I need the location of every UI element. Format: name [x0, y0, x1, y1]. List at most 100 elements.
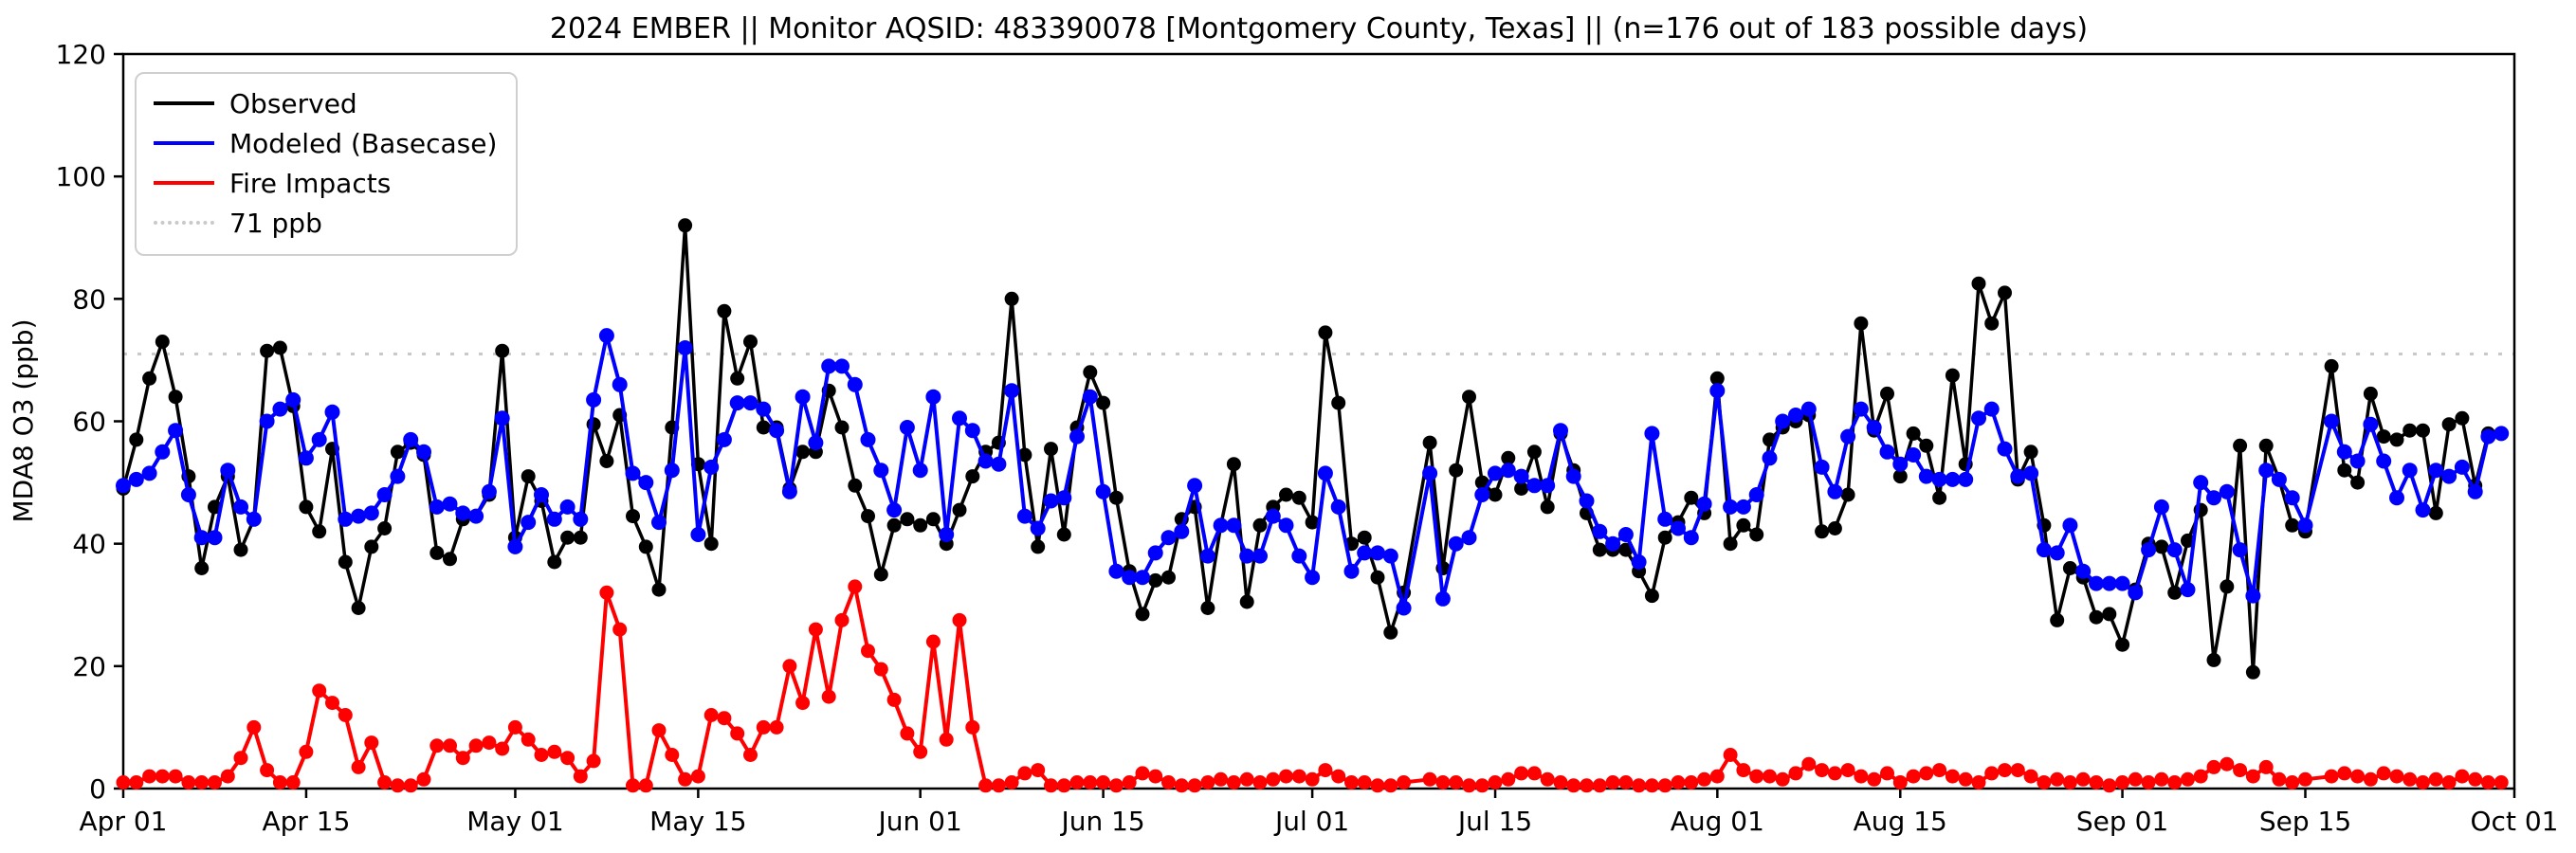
- legend-box: Observed Modeled (Basecase) Fire Impacts 71…: [135, 72, 518, 256]
- data-point: [939, 527, 955, 542]
- data-point: [1382, 548, 1398, 564]
- data-point: [416, 771, 431, 787]
- data-point: [2023, 445, 2038, 460]
- data-point: [2180, 582, 2196, 598]
- data-point: [1644, 589, 1659, 604]
- data-point: [560, 530, 575, 545]
- data-point: [1213, 517, 1229, 534]
- data-point: [442, 496, 458, 512]
- data-point: [2363, 771, 2378, 787]
- data-point: [495, 343, 510, 358]
- series-markers-observed: [116, 218, 2509, 680]
- data-point: [1998, 763, 2012, 778]
- data-point: [1004, 291, 1019, 306]
- data-point: [1148, 572, 1163, 588]
- data-point: [1709, 383, 1726, 399]
- data-point: [1279, 487, 1293, 502]
- data-point: [495, 741, 510, 756]
- data-point: [2336, 444, 2352, 460]
- data-point: [2245, 588, 2261, 604]
- data-point: [651, 515, 667, 531]
- data-point: [1449, 775, 1464, 789]
- data-point: [1945, 471, 1961, 487]
- data-point: [2167, 775, 2183, 789]
- data-point: [2441, 417, 2457, 432]
- data-point: [743, 748, 758, 762]
- data-point: [1644, 778, 1659, 793]
- data-point: [2206, 490, 2221, 506]
- series-line-observed: [121, 224, 2502, 675]
- data-point: [2128, 585, 2144, 601]
- series-markers-fire-impacts: [116, 579, 2509, 793]
- data-point: [573, 530, 588, 545]
- data-point: [2206, 759, 2221, 774]
- data-point: [1553, 423, 1568, 439]
- data-point: [1827, 766, 1842, 781]
- data-point: [1906, 426, 1921, 441]
- data-point: [1148, 769, 1163, 784]
- x-tick-label: Jul 15: [1456, 806, 1532, 837]
- data-point: [1657, 511, 1673, 527]
- data-point: [2363, 386, 2378, 401]
- data-point: [1762, 450, 1778, 466]
- data-point: [2181, 771, 2195, 787]
- data-point: [1004, 775, 1019, 789]
- data-point: [1671, 775, 1686, 789]
- data-point: [690, 769, 705, 784]
- y-tick-label: 120: [56, 39, 106, 70]
- data-point: [729, 395, 745, 411]
- data-point: [2023, 465, 2039, 481]
- data-point: [2258, 759, 2274, 774]
- data-point: [2402, 423, 2418, 438]
- data-point: [638, 539, 653, 554]
- data-point: [965, 469, 980, 484]
- data-point: [1357, 545, 1373, 561]
- data-point: [1526, 478, 1543, 494]
- y-tick-label: 0: [89, 773, 106, 805]
- data-point: [834, 420, 850, 435]
- data-point: [1331, 769, 1346, 784]
- data-point: [1892, 775, 1908, 789]
- data-point: [220, 463, 236, 479]
- data-point: [1775, 413, 1791, 429]
- data-point: [1252, 775, 1268, 789]
- data-point: [1357, 530, 1372, 545]
- data-point: [1540, 499, 1555, 515]
- data-point: [390, 445, 405, 460]
- data-point: [1840, 763, 1855, 778]
- data-point: [1200, 601, 1215, 615]
- data-point: [626, 509, 640, 524]
- data-point: [1305, 771, 1320, 787]
- data-point: [1043, 493, 1059, 509]
- data-point: [364, 539, 379, 554]
- data-point: [1331, 395, 1346, 410]
- data-point: [1488, 465, 1503, 481]
- data-point: [1892, 456, 1909, 472]
- data-point: [925, 389, 941, 405]
- data-point: [390, 468, 406, 484]
- data-point: [1984, 766, 2000, 781]
- data-point: [2494, 775, 2509, 789]
- data-point: [181, 775, 196, 789]
- data-point: [312, 524, 327, 539]
- data-point: [1906, 447, 1922, 463]
- data-point: [1631, 554, 1647, 570]
- data-point: [1449, 463, 1464, 478]
- data-point: [2245, 769, 2260, 784]
- data-point: [1434, 590, 1451, 607]
- data-point: [194, 561, 210, 575]
- data-point: [1291, 769, 1306, 784]
- data-point: [1815, 524, 1830, 539]
- data-point: [155, 335, 170, 349]
- data-point: [861, 509, 875, 524]
- data-point: [155, 769, 170, 784]
- data-point: [2128, 771, 2143, 787]
- data-point: [873, 463, 889, 479]
- data-point: [1474, 487, 1490, 502]
- data-point: [129, 432, 144, 447]
- y-tick-label: 20: [72, 651, 106, 682]
- data-point: [1800, 401, 1817, 417]
- data-point: [1736, 763, 1751, 778]
- data-point: [1069, 775, 1085, 789]
